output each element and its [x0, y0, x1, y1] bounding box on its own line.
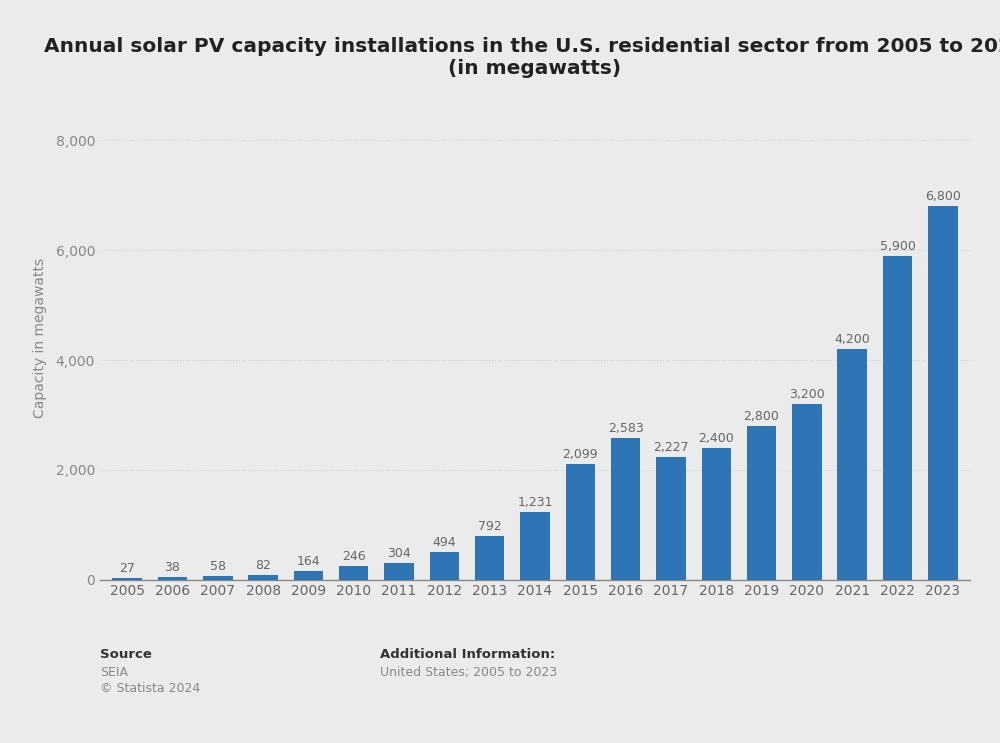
Text: 82: 82 — [255, 559, 271, 572]
Text: 164: 164 — [297, 554, 320, 568]
Text: 494: 494 — [433, 536, 456, 549]
Bar — [792, 404, 822, 580]
Bar — [430, 553, 459, 580]
Text: 3,200: 3,200 — [789, 388, 825, 401]
Bar — [339, 566, 368, 580]
Text: 27: 27 — [119, 562, 135, 575]
Text: United States; 2005 to 2023: United States; 2005 to 2023 — [380, 666, 557, 679]
Text: © Statista 2024: © Statista 2024 — [100, 683, 200, 695]
Text: 1,231: 1,231 — [517, 496, 553, 509]
Bar — [203, 577, 233, 580]
Text: 4,200: 4,200 — [834, 333, 870, 346]
Text: 2,400: 2,400 — [698, 432, 734, 445]
Text: 58: 58 — [210, 560, 226, 574]
Text: 2,227: 2,227 — [653, 441, 689, 454]
Text: SEIA: SEIA — [100, 666, 128, 679]
Bar — [520, 512, 550, 580]
Text: 2,583: 2,583 — [608, 422, 644, 435]
Y-axis label: Capacity in megawatts: Capacity in megawatts — [33, 258, 47, 418]
Bar — [566, 464, 595, 580]
Bar — [702, 448, 731, 580]
Bar — [475, 536, 504, 580]
Bar — [883, 256, 912, 580]
Text: Additional Information:: Additional Information: — [380, 648, 555, 661]
Bar — [611, 438, 640, 580]
Bar — [248, 575, 278, 580]
Text: 2,800: 2,800 — [744, 410, 779, 423]
Text: 5,900: 5,900 — [880, 240, 915, 253]
Bar — [158, 577, 187, 580]
Text: 38: 38 — [165, 562, 180, 574]
Text: 304: 304 — [387, 547, 411, 559]
Bar — [112, 578, 142, 580]
Text: 2,099: 2,099 — [562, 448, 598, 461]
Bar — [384, 563, 414, 580]
Text: Source: Source — [100, 648, 152, 661]
Text: 246: 246 — [342, 550, 366, 563]
Bar — [928, 207, 958, 580]
Text: 6,800: 6,800 — [925, 190, 961, 204]
Text: 792: 792 — [478, 520, 502, 533]
Bar — [747, 426, 776, 580]
Bar — [656, 458, 686, 580]
Bar — [294, 571, 323, 580]
Bar — [837, 349, 867, 580]
Title: Annual solar PV capacity installations in the U.S. residential sector from 2005 : Annual solar PV capacity installations i… — [44, 37, 1000, 78]
